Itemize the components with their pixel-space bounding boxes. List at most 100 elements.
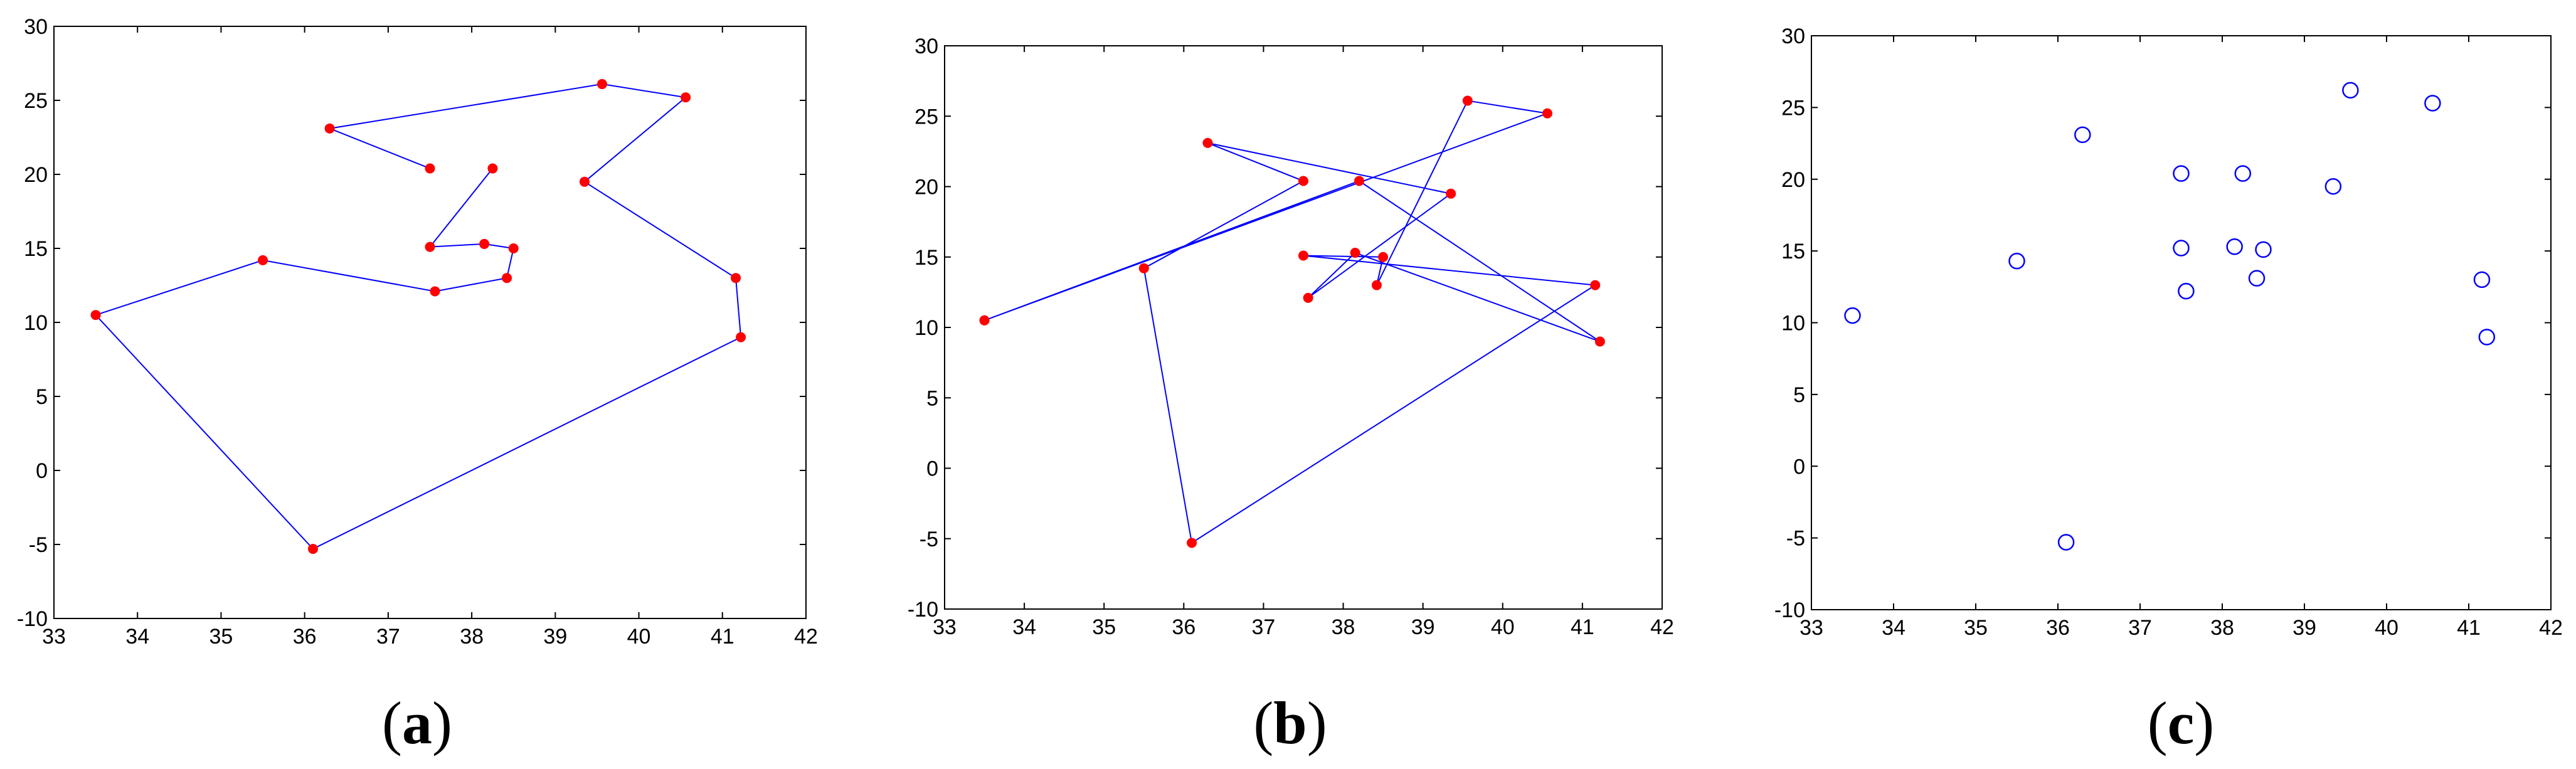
city-marker [2255,241,2272,258]
city-marker [1138,263,1149,273]
y-tick-label: 5 [1793,383,1805,407]
x-tick-label: 35 [209,625,233,649]
city-marker [2173,240,2190,257]
y-tick-label: 15 [914,246,938,270]
y-tick-label: 25 [914,105,938,129]
city-marker [2057,534,2075,551]
caption-b: (b) [1196,693,1384,753]
city-marker [2074,126,2091,144]
city-marker [425,241,435,252]
y-tick-label: 20 [1781,168,1805,192]
caption-close-paren: ) [1307,689,1327,756]
y-tick-label: 10 [24,311,48,335]
caption-close-paren: ) [2194,689,2215,756]
city-marker [1298,176,1308,186]
city-marker [1844,307,1861,324]
tour-path [94,83,742,550]
y-tick-label: -5 [1786,527,1805,551]
city-marker [2234,165,2251,182]
y-tick-label: 15 [24,237,48,261]
city-marker [596,79,607,90]
city-marker [1590,280,1601,290]
city-marker [1303,292,1313,303]
city-marker [1594,336,1605,347]
plot-frame [1811,35,2552,610]
y-tick-label: 25 [24,89,48,113]
x-tick-label: 33 [42,625,66,649]
city-marker [1371,280,1382,290]
x-tick-label: 34 [1012,615,1036,639]
x-tick-label: 40 [1491,615,1515,639]
chart-c: 33 34 35 36 37 38 39 40 41 42 -10 -5 0 5 10 15 20 25 30 [1774,24,2563,640]
y-tick-label: 15 [1781,240,1805,263]
city-marker [324,123,335,134]
x-tick-label: 35 [1964,616,1988,640]
caption-close-paren: ) [432,689,452,756]
city-marker [681,92,691,103]
x-tick-label: 33 [1799,616,1823,640]
x-tick-label: 41 [711,625,734,649]
caption-open-paren: ( [2147,689,2168,756]
city-marker [508,243,519,253]
x-tick-label: 34 [1882,616,1905,640]
city-marker [487,163,498,174]
caption-open-paren: ( [1253,689,1274,756]
city-marker [2178,282,2195,300]
city-marker [1446,188,1456,199]
chart-a: 33 34 35 36 37 38 39 40 41 42 -10 -5 0 5 10 15 20 25 30 [17,15,818,649]
city-marker [258,255,268,265]
x-tick-label: 33 [933,615,957,639]
city-marker [2173,165,2190,182]
y-tick-label: -10 [17,607,48,631]
x-tick-label: 42 [1650,615,1674,639]
x-tick-label: 41 [1571,615,1594,639]
caption-letter: a [402,689,432,756]
x-tick-label: 39 [543,625,567,649]
y-tick-label: 5 [926,386,938,410]
city-marker [1187,538,1197,548]
city-marker [979,315,990,326]
x-tick-label: 37 [376,625,400,649]
city-marker [502,273,512,284]
x-tick-label: 42 [794,625,818,649]
city-marker [1462,95,1473,106]
x-tick-label: 37 [2128,616,2152,640]
y-tick-label: -5 [29,533,48,557]
x-tick-label: 41 [2457,616,2481,640]
city-marker [2424,95,2441,112]
city-marker [2473,271,2491,289]
y-tick-label: -10 [908,598,938,622]
y-tick-label: 30 [24,15,48,39]
y-tick-label: 10 [1781,312,1805,336]
y-tick-label: 30 [914,34,938,58]
city-marker [2008,252,2025,270]
city-marker [430,286,440,297]
caption-letter: b [1273,689,1307,756]
city-marker [736,332,746,342]
city-marker [2478,329,2496,346]
city-marker [2342,82,2359,99]
city-marker [1350,248,1360,258]
x-tick-label: 34 [125,625,149,649]
caption-c: (c) [2087,693,2275,753]
x-tick-label: 36 [2046,616,2070,640]
y-tick-label: 30 [1781,24,1805,48]
city-marker [90,310,101,321]
x-tick-label: 39 [1411,615,1435,639]
x-tick-label: 38 [1332,615,1355,639]
chart-b: 33 34 35 36 37 38 39 40 41 42 -10 -5 0 5 10 15 20 25 30 [908,34,1674,639]
caption-letter: c [2167,689,2195,756]
city-marker [1542,108,1552,119]
x-tick-label: 39 [2292,616,2316,640]
city-marker [1378,252,1389,262]
x-tick-label: 40 [627,625,651,649]
city-marker [1202,137,1213,148]
x-tick-label: 40 [2375,616,2398,640]
city-marker [2324,178,2342,195]
x-tick-label: 42 [2539,616,2563,640]
city-marker [731,273,741,284]
y-tick-label: 0 [926,457,938,481]
city-marker [479,238,490,249]
caption-a: (a) [323,693,511,753]
